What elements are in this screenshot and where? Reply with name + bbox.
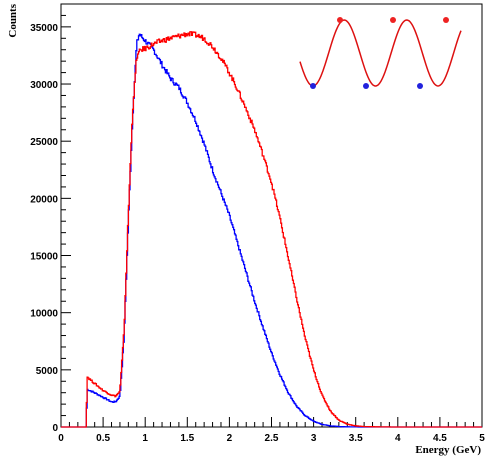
y-tick-label: 20000 (30, 194, 58, 205)
y-axis: 0 5000 10000 15000 20000 25000 30000 35000 (30, 3, 71, 434)
x-axis-title: Energy (GeV) (415, 444, 481, 456)
plot-frame (60, 3, 483, 428)
y-tick-label: 35000 (30, 23, 58, 34)
x-tick-label: 2.5 (265, 433, 279, 444)
x-tick-label: 5 (479, 433, 485, 444)
sine-peak-dot (390, 17, 396, 23)
x-tick-label: 0 (58, 433, 64, 444)
x-tick-label: 4 (395, 433, 401, 444)
legend-sine-icon (299, 17, 462, 89)
y-axis-title: Counts (7, 3, 19, 37)
x-tick-label: 0.5 (96, 433, 110, 444)
y-tick-label: 30000 (30, 80, 58, 91)
sine-peak-dot (443, 17, 449, 23)
y-tick-label: 10000 (30, 309, 58, 320)
sine-peak-dot (337, 17, 343, 23)
y-tick-label: 25000 (30, 137, 58, 148)
x-tick-label: 3.5 (349, 433, 363, 444)
x-tick-label: 1.5 (180, 433, 194, 444)
x-tick-label: 3 (311, 433, 317, 444)
sine-trough-dot (417, 83, 423, 89)
x-axis: 0 0.5 1 1.5 2 2.5 3 3.5 4 4.5 5 (58, 417, 485, 444)
series-layer (61, 31, 482, 428)
x-tick-label: 1 (142, 433, 148, 444)
y-tick-label: 15000 (30, 252, 58, 263)
y-tick-label: 5000 (36, 366, 59, 377)
x-tick-label: 4.5 (433, 433, 447, 444)
y-tick-label: 0 (52, 423, 58, 434)
sine-trough-dot (363, 83, 369, 89)
sine-markers (310, 17, 449, 89)
sine-wave-icon (299, 19, 462, 87)
series-line (61, 33, 482, 428)
series-line (61, 31, 482, 428)
sine-trough-dot (310, 83, 316, 89)
x-tick-label: 2 (227, 433, 233, 444)
